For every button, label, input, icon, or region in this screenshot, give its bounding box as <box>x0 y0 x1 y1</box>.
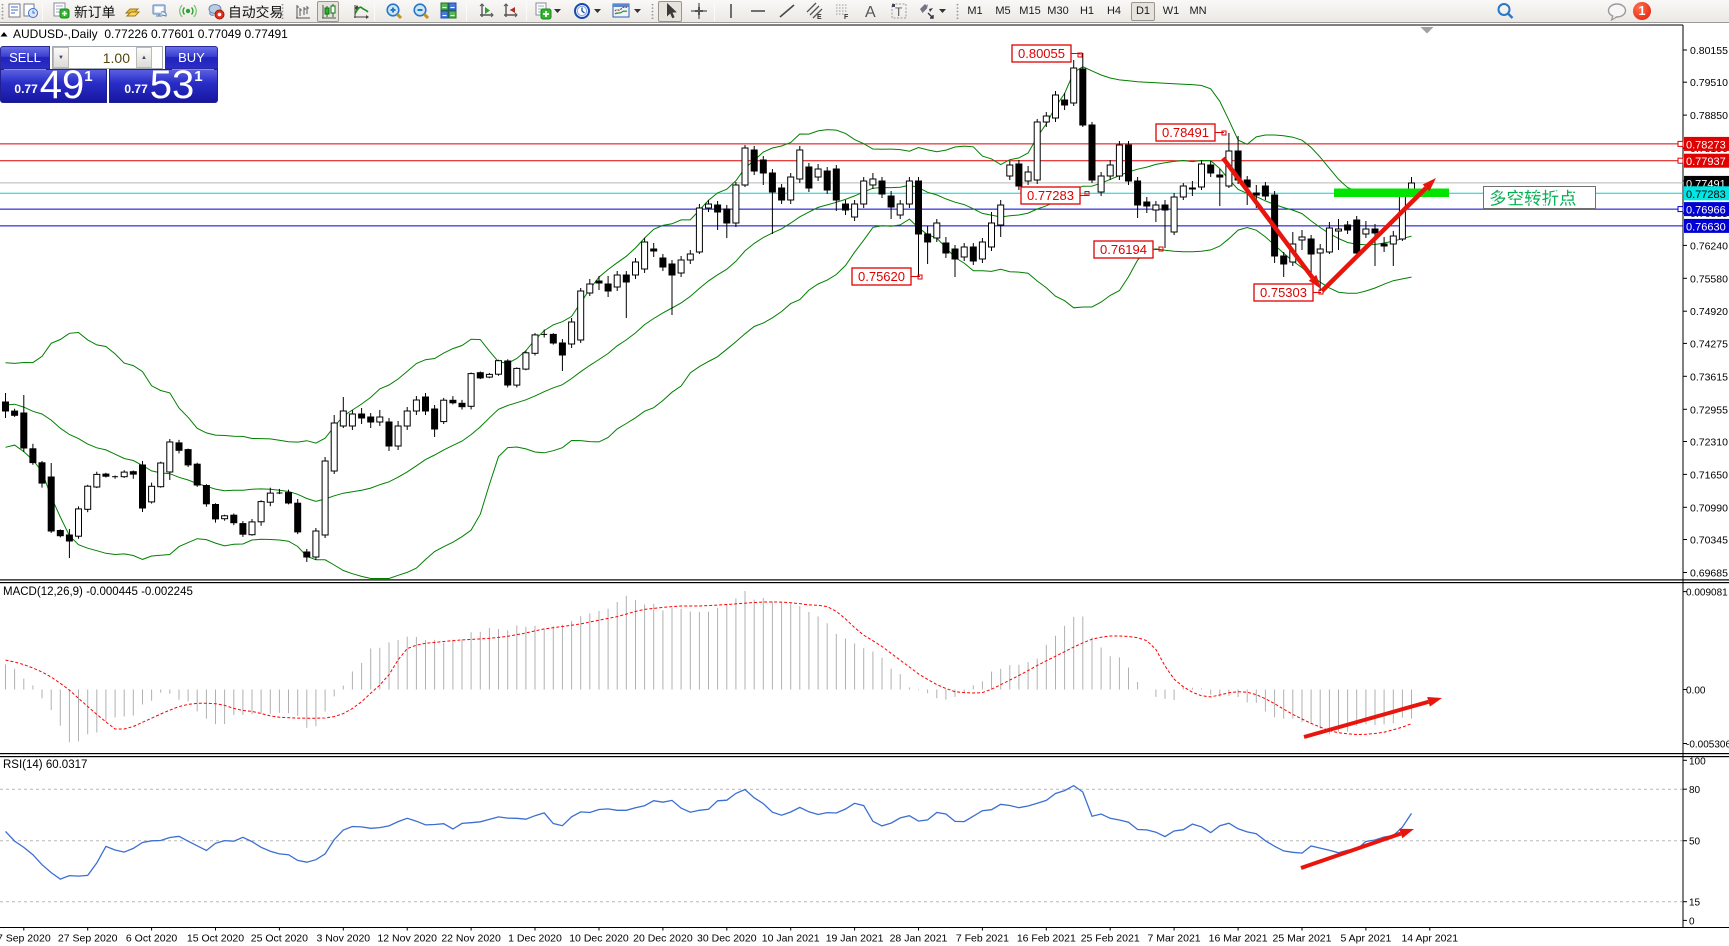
svg-text:RSI(14) 60.0317: RSI(14) 60.0317 <box>3 759 87 771</box>
svg-text:0.79510: 0.79510 <box>1690 77 1728 89</box>
svg-text:0.77283: 0.77283 <box>1027 188 1074 203</box>
svg-text:50: 50 <box>1689 837 1701 848</box>
svg-text:0.77283: 0.77283 <box>1686 189 1726 201</box>
svg-text:22 Nov 2020: 22 Nov 2020 <box>441 933 501 945</box>
svg-text:3 Nov 2020: 3 Nov 2020 <box>316 933 370 945</box>
svg-text:100: 100 <box>1689 756 1706 767</box>
svg-text:7 Sep 2020: 7 Sep 2020 <box>0 933 51 945</box>
svg-text:-0.005306: -0.005306 <box>1686 740 1729 751</box>
svg-text:12 Nov 2020: 12 Nov 2020 <box>377 933 437 945</box>
svg-text:0.69685: 0.69685 <box>1690 568 1728 580</box>
svg-text:25 Oct 2020: 25 Oct 2020 <box>251 933 308 945</box>
svg-text:0.009081: 0.009081 <box>1686 588 1728 599</box>
svg-text:0.77937: 0.77937 <box>1686 156 1726 168</box>
svg-text:10 Jan 2021: 10 Jan 2021 <box>762 933 820 945</box>
svg-text:28 Jan 2021: 28 Jan 2021 <box>890 933 948 945</box>
svg-text:19 Jan 2021: 19 Jan 2021 <box>826 933 884 945</box>
svg-text:14 Apr 2021: 14 Apr 2021 <box>1401 933 1458 945</box>
svg-text:25 Mar 2021: 25 Mar 2021 <box>1273 933 1332 945</box>
svg-text:7 Mar 2021: 7 Mar 2021 <box>1148 933 1201 945</box>
svg-text:0.75620: 0.75620 <box>858 269 905 284</box>
svg-text:30 Dec 2020: 30 Dec 2020 <box>697 933 757 945</box>
svg-text:0.74275: 0.74275 <box>1690 338 1728 350</box>
svg-text:F: F <box>844 14 849 20</box>
svg-text:0.78273: 0.78273 <box>1686 139 1726 151</box>
svg-text:0.76630: 0.76630 <box>1686 221 1726 233</box>
svg-text:7 Feb 2021: 7 Feb 2021 <box>956 933 1009 945</box>
svg-text:20 Dec 2020: 20 Dec 2020 <box>633 933 693 945</box>
svg-text:16 Mar 2021: 16 Mar 2021 <box>1209 933 1268 945</box>
svg-text:0.76194: 0.76194 <box>1100 242 1147 257</box>
svg-text:0.75303: 0.75303 <box>1260 285 1307 300</box>
svg-text:80: 80 <box>1689 785 1701 796</box>
svg-text:0.76966: 0.76966 <box>1686 205 1726 217</box>
svg-text:0: 0 <box>1689 916 1695 927</box>
svg-text:15 Oct 2020: 15 Oct 2020 <box>187 933 244 945</box>
svg-text:0.80155: 0.80155 <box>1690 45 1728 57</box>
svg-text:27 Sep 2020: 27 Sep 2020 <box>58 933 118 945</box>
svg-text:0.72955: 0.72955 <box>1690 404 1728 416</box>
svg-text:T: T <box>895 5 903 19</box>
svg-text:15: 15 <box>1689 898 1701 909</box>
svg-text:E: E <box>817 14 822 20</box>
svg-text:0.78491: 0.78491 <box>1162 125 1209 140</box>
svg-text:1 Dec 2020: 1 Dec 2020 <box>508 933 562 945</box>
svg-text:10 Dec 2020: 10 Dec 2020 <box>569 933 629 945</box>
svg-text:AUDUSD-,Daily 0.77226 0.77601: AUDUSD-,Daily 0.77226 0.77601 0.77049 0.… <box>13 27 288 41</box>
svg-text:0.80055: 0.80055 <box>1018 46 1065 61</box>
svg-text:MACD(12,26,9) -0.000445 -0.002: MACD(12,26,9) -0.000445 -0.002245 <box>3 586 193 598</box>
svg-text:A: A <box>865 4 876 20</box>
svg-text:0.00: 0.00 <box>1686 686 1706 697</box>
svg-text:0.78850: 0.78850 <box>1690 110 1728 122</box>
svg-text:5 Apr 2021: 5 Apr 2021 <box>1341 933 1392 945</box>
svg-text:0.75580: 0.75580 <box>1690 273 1728 285</box>
svg-text:0.74920: 0.74920 <box>1690 306 1728 318</box>
svg-text:25 Feb 2021: 25 Feb 2021 <box>1081 933 1140 945</box>
svg-text:0.70345: 0.70345 <box>1690 535 1728 547</box>
svg-text:0.73615: 0.73615 <box>1690 371 1728 383</box>
svg-text:6 Oct 2020: 6 Oct 2020 <box>126 933 178 945</box>
svg-text:16 Feb 2021: 16 Feb 2021 <box>1017 933 1076 945</box>
svg-text:0.71650: 0.71650 <box>1690 469 1728 481</box>
svg-text:0.70990: 0.70990 <box>1690 502 1728 514</box>
svg-text:0.76240: 0.76240 <box>1690 240 1728 252</box>
svg-text:0.72310: 0.72310 <box>1690 437 1728 449</box>
